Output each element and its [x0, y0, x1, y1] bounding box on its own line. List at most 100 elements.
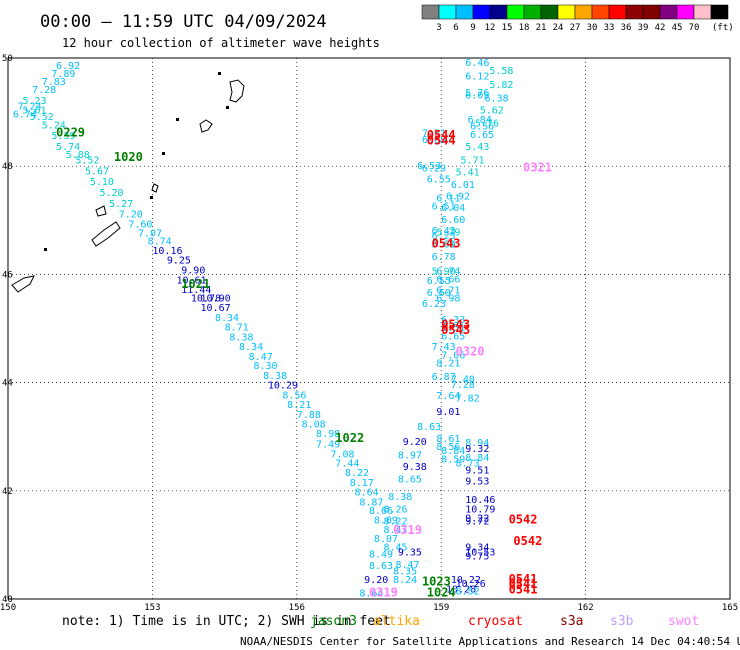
- data-point-label: 10.78: [191, 293, 221, 304]
- y-tick-label: 46: [2, 270, 13, 280]
- data-point-label: 7.49: [316, 440, 340, 451]
- colorbar-swatch: [608, 4, 627, 20]
- data-point-label: 8.26: [383, 504, 407, 515]
- data-point-label: 6.60: [427, 288, 451, 299]
- data-point-label: 6.43: [432, 226, 456, 237]
- data-point-label: 10.28: [446, 585, 476, 596]
- colorbar-tick: 21: [536, 23, 547, 33]
- x-tick-label: 153: [144, 603, 160, 613]
- data-point-label: 8.97: [398, 450, 422, 461]
- data-point-label: 8.59: [441, 455, 465, 466]
- track-time-label: 1021: [181, 277, 210, 291]
- island-outline: [229, 79, 245, 103]
- data-point-label: 8.73: [456, 458, 480, 469]
- colorbar-swatch: [693, 4, 712, 20]
- data-point-label: 5.20: [99, 188, 123, 199]
- islet: [150, 196, 153, 199]
- track-time-label: 0542: [513, 534, 542, 548]
- data-point-label: 10.79: [465, 504, 495, 515]
- colorbar-tick: 70: [689, 23, 700, 33]
- data-point-label: 8.35: [393, 567, 417, 578]
- data-point-label: 8.38: [229, 332, 253, 343]
- track-labels: 0229102010211022102310240544054405430543…: [56, 125, 552, 599]
- data-point-label: 5.52: [75, 155, 99, 166]
- data-point-label: 5.71: [460, 155, 484, 166]
- data-point-label: 5.60: [432, 239, 456, 250]
- x-tick-label: 156: [289, 603, 305, 613]
- data-point-label: 5.58: [489, 66, 513, 77]
- data-point-label: 6.84: [468, 115, 492, 126]
- islet: [162, 152, 165, 155]
- track-time-label: 0541: [509, 583, 538, 597]
- axis-ticks: 150 153 156 159 162 165 40 42 44 46 48 50: [0, 54, 738, 613]
- track-time-label: 0541: [509, 572, 538, 586]
- colorbar-tick: 45: [672, 23, 683, 33]
- data-point-label: 8.22: [345, 468, 369, 479]
- colorbar-tick: 39: [638, 23, 649, 33]
- data-point-label: 8.64: [355, 488, 379, 499]
- data-point-label: 7.60: [128, 219, 152, 230]
- data-point-label: 7.83: [42, 77, 66, 88]
- data-point-label: 6.11: [436, 193, 460, 204]
- data-point-label: 6.12: [465, 72, 489, 83]
- data-point-label: 8.64: [359, 588, 383, 599]
- islet: [44, 248, 47, 251]
- data-point-label: 7.07: [138, 229, 162, 240]
- y-tick-label: 44: [2, 379, 13, 389]
- data-point-label: 7.88: [297, 410, 321, 421]
- data-point-label: 8.94: [465, 438, 489, 449]
- data-point-label: 6.01: [451, 180, 475, 191]
- data-point-label: 8.66: [369, 506, 393, 517]
- data-point-label: 8.21: [436, 358, 460, 369]
- colorbar-tick: 42: [655, 23, 666, 33]
- data-point-label: 10.90: [201, 293, 231, 304]
- data-point-label: 6.68: [422, 135, 446, 146]
- track-time-label: 1022: [335, 431, 364, 445]
- data-point-label: 7.20: [119, 210, 143, 221]
- y-tick-label: 50: [2, 54, 13, 64]
- data-point-label: 10.61: [176, 276, 206, 287]
- data-point-label: 7.89: [51, 69, 75, 80]
- data-point-label: 5.76: [475, 119, 499, 130]
- track-time-label: 0321: [523, 161, 552, 175]
- note-text: note: 1) Time is in UTC; 2) SWH is in fe…: [62, 614, 391, 629]
- island-outline: [95, 205, 107, 217]
- data-point-label: 9.38: [403, 462, 427, 473]
- data-point-label: 6.65: [470, 130, 494, 141]
- satellite-legend-altika: altika: [373, 614, 420, 629]
- colorbar-legend: 3 6 9 12 15 18 21 24 27 30 33 36 39 42 45 70 (ft): [421, 4, 734, 33]
- data-point-label: 6.05: [465, 91, 489, 102]
- data-points: 6.927.897.837.285.237.245.616.745.525.24…: [13, 58, 514, 599]
- data-point-label: 9.32: [465, 444, 489, 455]
- data-point-label: 10.22: [451, 575, 481, 586]
- satellite-legend-s3a: s3a: [560, 614, 583, 629]
- data-point-label: 9.34: [465, 542, 489, 553]
- data-point-label: 6.65: [441, 331, 465, 342]
- colorbar-swatch: [506, 4, 525, 20]
- data-point-label: 9.01: [436, 407, 460, 418]
- data-point-label: 10.29: [268, 381, 298, 392]
- data-point-label: 7.44: [335, 458, 359, 469]
- colorbar-swatch: [438, 4, 457, 20]
- track-time-label: 0229: [56, 125, 85, 139]
- data-point-label: 8.09: [374, 515, 398, 526]
- track-time-label: 0543: [441, 318, 470, 332]
- track-time-label: 0543: [432, 236, 461, 250]
- data-point-label: 8.38: [388, 492, 412, 503]
- satellite-legend-jason3: jason3: [310, 614, 357, 629]
- data-point-label: 8.47: [395, 560, 419, 571]
- data-point-label: 6.60: [441, 215, 465, 226]
- data-point-label: 8.52: [456, 587, 480, 598]
- data-point-label: 8.74: [148, 237, 172, 248]
- plot-frame: [7, 57, 731, 600]
- data-point-label: 8.63: [369, 561, 393, 572]
- data-point-label: 8.47: [249, 352, 273, 363]
- coastline: [11, 72, 245, 293]
- data-point-label: 8.98: [316, 429, 340, 440]
- colorbar-tick: 33: [604, 23, 615, 33]
- data-point-label: 10.53: [465, 548, 495, 559]
- colorbar-tick: 27: [570, 23, 581, 33]
- data-point-label: 5.10: [90, 177, 114, 188]
- data-point-label: 9.53: [465, 476, 489, 487]
